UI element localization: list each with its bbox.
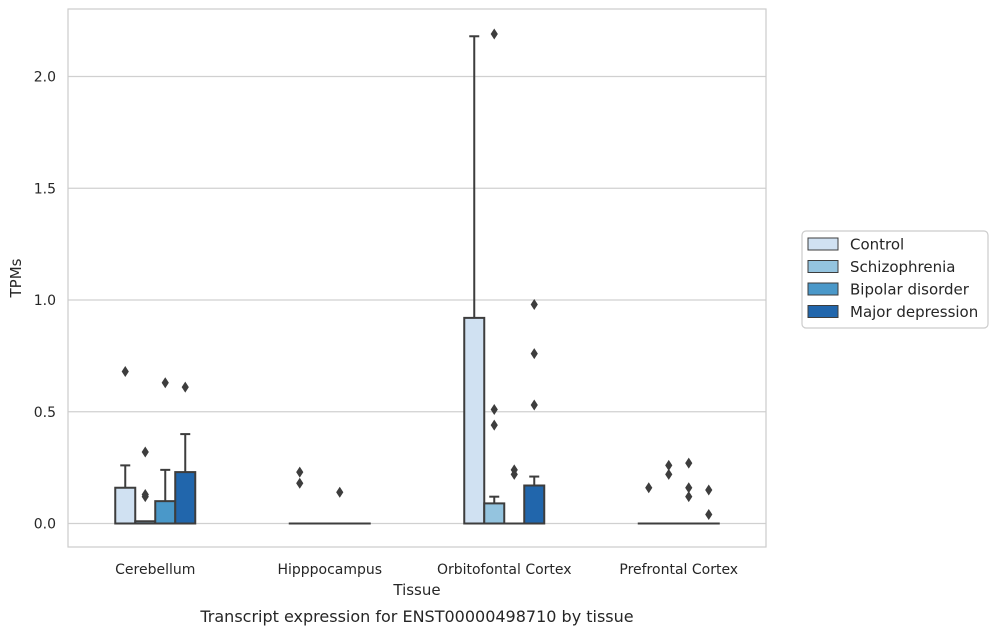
outlier-point bbox=[141, 488, 149, 500]
series-major-depression bbox=[174, 298, 720, 525]
box bbox=[677, 457, 700, 525]
outlier-point bbox=[141, 446, 149, 458]
box-series bbox=[114, 28, 720, 525]
legend-swatch bbox=[807, 260, 839, 273]
outlier-point bbox=[705, 509, 713, 521]
legend-frame bbox=[801, 230, 989, 329]
legend-swatch bbox=[807, 305, 839, 318]
x-tick-label: Prefrontal Cortex bbox=[619, 562, 738, 578]
box bbox=[503, 464, 526, 525]
outlier-point bbox=[705, 484, 713, 496]
series-bipolar-disorder bbox=[154, 377, 700, 525]
x-axis-label: Tissue bbox=[392, 581, 440, 599]
outlier-point bbox=[665, 468, 673, 480]
y-tick-label: 1.0 bbox=[34, 293, 56, 309]
outlier-point bbox=[685, 457, 693, 469]
x-tick-label: Orbitofontal Cortex bbox=[437, 562, 572, 578]
x-axis-ticks: Cerebellum Hipppocampus Orbitofontal Corte… bbox=[115, 562, 738, 578]
y-tick-label: 2.0 bbox=[34, 70, 56, 86]
y-axis-ticks: 0.0 0.5 1.0 1.5 2.0 bbox=[34, 70, 56, 533]
box bbox=[697, 484, 720, 525]
box bbox=[657, 459, 680, 525]
outlier-point bbox=[530, 348, 538, 360]
outlier-point bbox=[490, 28, 498, 40]
box-body bbox=[463, 316, 486, 525]
legend-label: Schizophrenia bbox=[850, 258, 955, 276]
legend-swatch bbox=[807, 282, 839, 296]
box bbox=[637, 482, 660, 525]
x-tick-label: Hipppocampus bbox=[277, 562, 382, 578]
outlier-point bbox=[336, 486, 344, 498]
box-body bbox=[523, 484, 546, 525]
box bbox=[174, 381, 197, 525]
box bbox=[328, 486, 351, 525]
box bbox=[483, 28, 506, 525]
box bbox=[288, 466, 311, 525]
outlier-point bbox=[490, 419, 498, 431]
outlier-point bbox=[530, 298, 538, 310]
box-body bbox=[174, 471, 197, 525]
y-tick-label: 0.5 bbox=[34, 405, 56, 421]
box bbox=[523, 298, 546, 525]
y-axis-label: TPMs bbox=[7, 258, 25, 298]
y-tick-label: 1.5 bbox=[34, 181, 56, 197]
outlier-point bbox=[530, 399, 538, 411]
outlier-point bbox=[645, 482, 653, 494]
legend-label: Major depression bbox=[850, 303, 978, 321]
outlier-point bbox=[121, 366, 129, 378]
legend-label: Bipolar disorder bbox=[850, 281, 970, 299]
box-body bbox=[154, 500, 177, 525]
outlier-point bbox=[296, 477, 304, 489]
legend: Control Schizophrenia Bipolar disorder Majo… bbox=[801, 230, 989, 329]
box bbox=[114, 366, 137, 525]
outlier-point bbox=[490, 404, 498, 416]
y-tick-label: 0.0 bbox=[34, 517, 56, 533]
box bbox=[134, 446, 157, 525]
plot-frame bbox=[67, 8, 767, 548]
outlier-point bbox=[510, 464, 518, 476]
series-schizophrenia bbox=[134, 28, 680, 525]
grid-lines bbox=[68, 75, 766, 525]
outlier-point bbox=[161, 377, 169, 389]
x-tick-label: Cerebellum bbox=[115, 562, 195, 578]
outlier-point bbox=[296, 466, 304, 478]
box bbox=[463, 35, 486, 525]
outlier-point bbox=[665, 459, 673, 471]
outlier-point bbox=[685, 482, 693, 494]
series-control bbox=[114, 35, 660, 525]
box-body bbox=[114, 486, 137, 525]
outlier-point bbox=[685, 491, 693, 503]
outlier-point bbox=[181, 381, 189, 393]
legend-swatch bbox=[807, 237, 839, 251]
box bbox=[154, 377, 177, 525]
box-body bbox=[483, 502, 506, 525]
legend-label: Control bbox=[850, 236, 904, 254]
chart-caption: Transcript expression for ENST0000049871… bbox=[199, 607, 633, 626]
